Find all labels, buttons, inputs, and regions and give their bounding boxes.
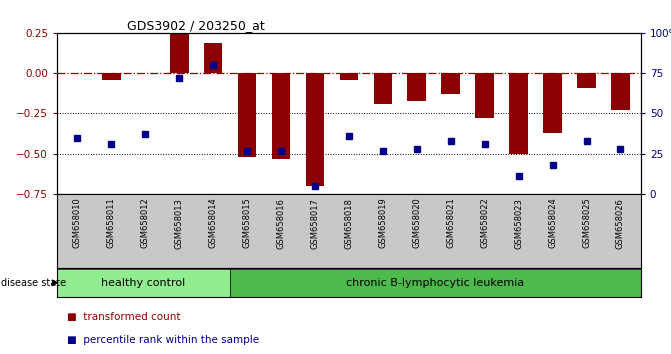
Text: GSM658019: GSM658019 <box>378 198 387 249</box>
Text: GSM658017: GSM658017 <box>311 198 319 249</box>
Text: chronic B-lymphocytic leukemia: chronic B-lymphocytic leukemia <box>346 278 525 288</box>
Text: GSM658022: GSM658022 <box>480 198 489 249</box>
Text: GSM658011: GSM658011 <box>107 198 116 249</box>
Bar <box>272 73 291 159</box>
Text: disease state: disease state <box>1 278 66 288</box>
Bar <box>306 73 324 186</box>
Text: GSM658025: GSM658025 <box>582 198 591 249</box>
Text: GSM658014: GSM658014 <box>209 198 217 249</box>
Text: ▶: ▶ <box>52 278 59 287</box>
Bar <box>374 73 392 104</box>
Text: GSM658015: GSM658015 <box>243 198 252 249</box>
Bar <box>611 73 630 110</box>
Text: ■  transformed count: ■ transformed count <box>67 312 180 322</box>
Text: GSM658021: GSM658021 <box>446 198 455 249</box>
Text: GSM658018: GSM658018 <box>344 198 354 249</box>
Text: GSM658010: GSM658010 <box>73 198 82 249</box>
Bar <box>509 73 528 154</box>
Bar <box>230 269 641 297</box>
Text: GSM658023: GSM658023 <box>514 198 523 249</box>
Text: GSM658016: GSM658016 <box>276 198 286 249</box>
Text: GSM658026: GSM658026 <box>616 198 625 249</box>
Bar <box>475 73 494 118</box>
Bar <box>204 42 223 73</box>
Bar <box>340 73 358 80</box>
Text: GSM658024: GSM658024 <box>548 198 557 249</box>
Text: GSM658020: GSM658020 <box>412 198 421 249</box>
Bar <box>238 73 256 157</box>
Bar <box>544 73 562 133</box>
Bar <box>102 73 121 80</box>
Bar <box>577 73 596 88</box>
Bar <box>170 30 189 73</box>
Bar <box>442 73 460 94</box>
Bar <box>57 269 230 297</box>
Text: ■  percentile rank within the sample: ■ percentile rank within the sample <box>67 335 259 345</box>
Bar <box>407 73 426 101</box>
Text: GDS3902 / 203250_at: GDS3902 / 203250_at <box>127 19 265 32</box>
Text: healthy control: healthy control <box>101 278 186 288</box>
Text: GSM658013: GSM658013 <box>174 198 184 249</box>
Text: GSM658012: GSM658012 <box>141 198 150 249</box>
